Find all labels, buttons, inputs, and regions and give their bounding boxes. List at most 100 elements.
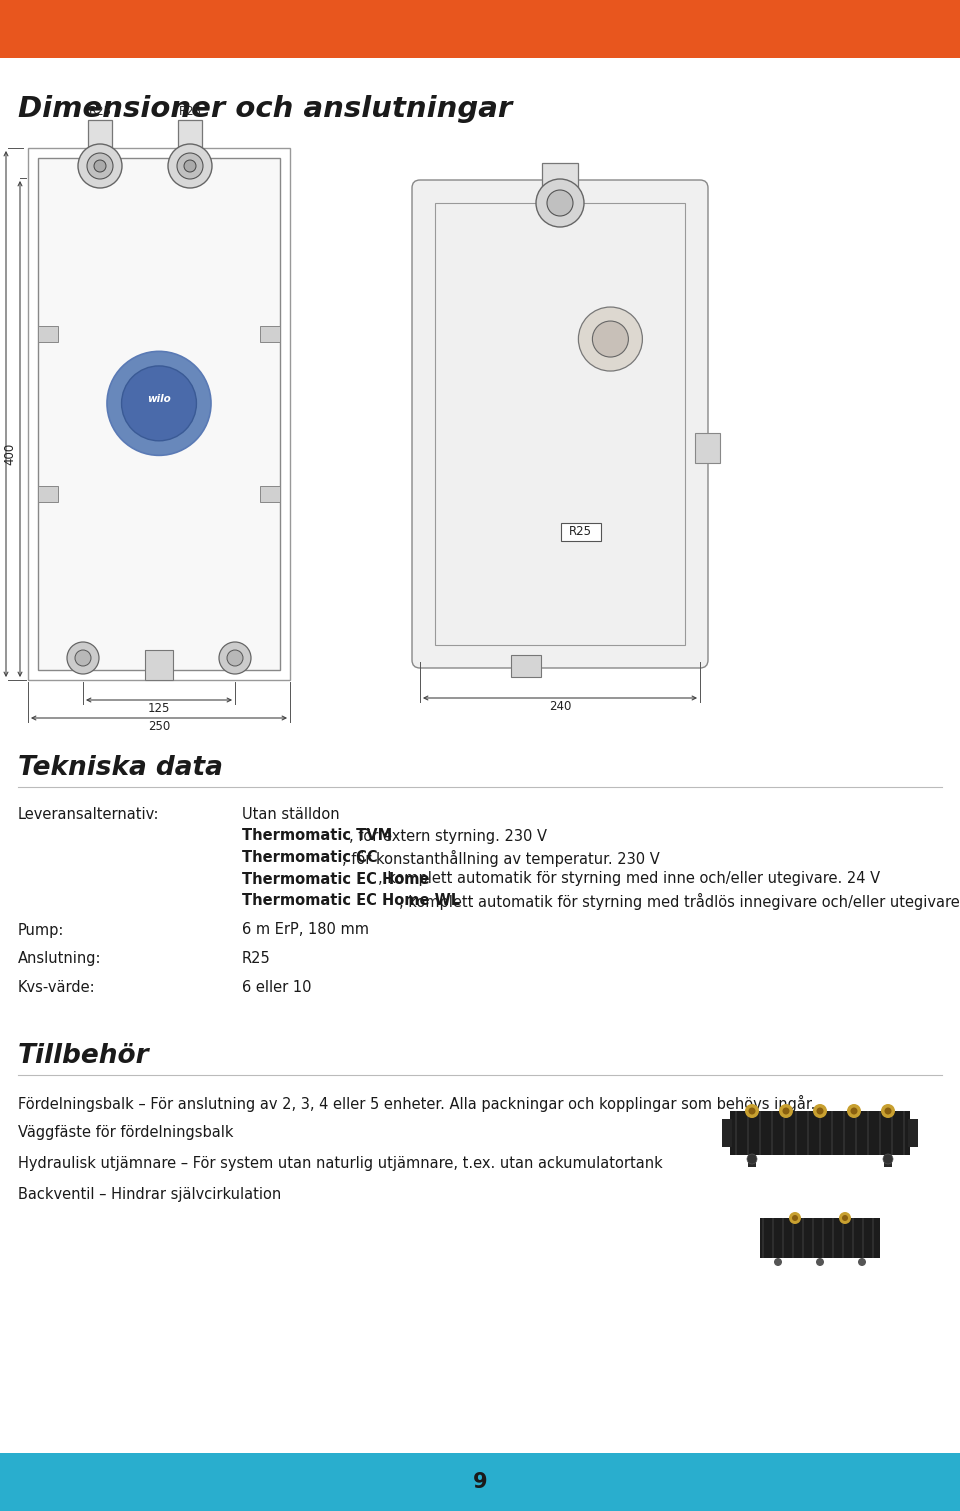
Text: Utan ställdon: Utan ställdon <box>242 807 340 822</box>
Bar <box>260 326 280 341</box>
Bar <box>762 1218 764 1259</box>
Bar <box>28 148 290 680</box>
Text: Thermomatic EC Home: Thermomatic EC Home <box>242 872 429 887</box>
Text: Backventil – Hindrar självcirkulation: Backventil – Hindrar självcirkulation <box>18 1186 281 1201</box>
Circle shape <box>168 144 212 187</box>
Circle shape <box>792 1215 798 1221</box>
Bar <box>38 159 280 669</box>
Bar <box>0 1454 960 1511</box>
Circle shape <box>78 144 122 187</box>
Circle shape <box>87 153 113 178</box>
Text: Tillbehör: Tillbehör <box>18 1043 150 1068</box>
Text: , för konstanthållning av temperatur. 230 V: , för konstanthållning av temperatur. 23… <box>342 851 660 867</box>
Circle shape <box>745 1105 759 1118</box>
Bar <box>792 1218 794 1259</box>
Text: 6 eller 10: 6 eller 10 <box>242 979 311 994</box>
Text: 125: 125 <box>148 703 170 715</box>
Text: , komplett automatik för styrning med inne och/eller utegivare. 24 V: , komplett automatik för styrning med in… <box>378 872 880 887</box>
Circle shape <box>884 1108 892 1115</box>
Bar <box>903 1111 905 1154</box>
FancyBboxPatch shape <box>412 180 708 668</box>
Bar <box>872 1218 874 1259</box>
Circle shape <box>842 1215 848 1221</box>
Bar <box>802 1218 804 1259</box>
Circle shape <box>816 1259 824 1266</box>
Text: R25: R25 <box>242 950 271 966</box>
Text: R25: R25 <box>179 104 202 118</box>
Bar <box>884 1154 892 1166</box>
Circle shape <box>774 1259 782 1266</box>
Bar <box>795 1111 797 1154</box>
Bar <box>807 1111 809 1154</box>
Bar <box>178 119 202 159</box>
Text: wilo: wilo <box>147 394 171 405</box>
Bar <box>772 1218 774 1259</box>
Circle shape <box>578 307 642 372</box>
Text: 425: 425 <box>0 338 2 361</box>
Circle shape <box>817 1108 824 1115</box>
Bar <box>735 1111 737 1154</box>
Circle shape <box>749 1108 756 1115</box>
Text: Thermomatic CC: Thermomatic CC <box>242 851 377 864</box>
Circle shape <box>858 1259 866 1266</box>
Bar <box>822 1218 824 1259</box>
Circle shape <box>813 1105 827 1118</box>
Circle shape <box>881 1105 895 1118</box>
Bar <box>771 1111 773 1154</box>
Bar <box>722 1120 732 1147</box>
Text: Väggfäste för fördelningsbalk: Väggfäste för fördelningsbalk <box>18 1126 233 1141</box>
Text: 240: 240 <box>549 700 571 713</box>
Circle shape <box>122 366 197 441</box>
Bar <box>88 119 112 159</box>
Text: R25: R25 <box>88 104 111 118</box>
Text: , komplett automatik för styrning med trådlös innegivare och/eller utegivare. 24: , komplett automatik för styrning med tr… <box>399 893 960 910</box>
Circle shape <box>219 642 251 674</box>
Circle shape <box>177 153 203 178</box>
Circle shape <box>107 352 211 455</box>
Bar <box>38 326 58 341</box>
Circle shape <box>547 190 573 216</box>
Circle shape <box>782 1108 789 1115</box>
Bar <box>747 1111 749 1154</box>
Text: Hydraulisk utjämnare – För system utan naturlig utjämnare, t.ex. utan ackumulato: Hydraulisk utjämnare – För system utan n… <box>18 1156 662 1171</box>
Circle shape <box>747 1154 757 1163</box>
Circle shape <box>536 178 584 227</box>
Text: Tekniska data: Tekniska data <box>18 756 223 781</box>
Bar <box>0 0 960 57</box>
Text: 250: 250 <box>148 721 170 733</box>
Circle shape <box>779 1105 793 1118</box>
Bar <box>831 1111 833 1154</box>
Bar <box>145 650 173 680</box>
Bar <box>852 1218 854 1259</box>
Circle shape <box>847 1105 861 1118</box>
Text: 9: 9 <box>472 1472 488 1491</box>
Bar <box>832 1218 834 1259</box>
Circle shape <box>839 1212 851 1224</box>
Bar <box>782 1218 784 1259</box>
Circle shape <box>851 1108 857 1115</box>
Bar <box>783 1111 785 1154</box>
Circle shape <box>184 160 196 172</box>
Circle shape <box>883 1154 893 1163</box>
Text: Leveransalternativ:: Leveransalternativ: <box>18 807 159 822</box>
Bar <box>542 163 578 198</box>
Bar <box>730 1111 910 1154</box>
Circle shape <box>94 160 106 172</box>
Bar <box>891 1111 893 1154</box>
Text: 6 m ErP, 180 mm: 6 m ErP, 180 mm <box>242 923 369 937</box>
Text: Dimensioner och anslutningar: Dimensioner och anslutningar <box>18 95 513 122</box>
Text: Thermomatic TVM: Thermomatic TVM <box>242 828 393 843</box>
Bar <box>435 202 685 645</box>
Bar <box>512 654 541 677</box>
Bar <box>842 1218 844 1259</box>
Bar <box>819 1111 821 1154</box>
Bar <box>561 523 601 541</box>
Circle shape <box>592 320 629 357</box>
Circle shape <box>75 650 91 666</box>
Bar <box>879 1111 881 1154</box>
Bar <box>748 1154 756 1166</box>
Bar <box>260 487 280 502</box>
Text: Anslutning:: Anslutning: <box>18 950 102 966</box>
Bar <box>862 1218 864 1259</box>
Bar <box>38 487 58 502</box>
